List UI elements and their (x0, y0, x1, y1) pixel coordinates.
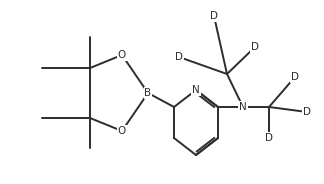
Text: D: D (265, 133, 273, 143)
Text: D: D (251, 42, 259, 52)
Text: D: D (291, 72, 299, 82)
Text: N: N (192, 85, 200, 95)
Text: D: D (303, 107, 311, 117)
Text: D: D (175, 52, 183, 62)
Text: N: N (239, 102, 247, 112)
Text: O: O (118, 126, 126, 136)
Text: D: D (210, 11, 218, 21)
Text: B: B (145, 88, 152, 98)
Text: O: O (118, 50, 126, 60)
